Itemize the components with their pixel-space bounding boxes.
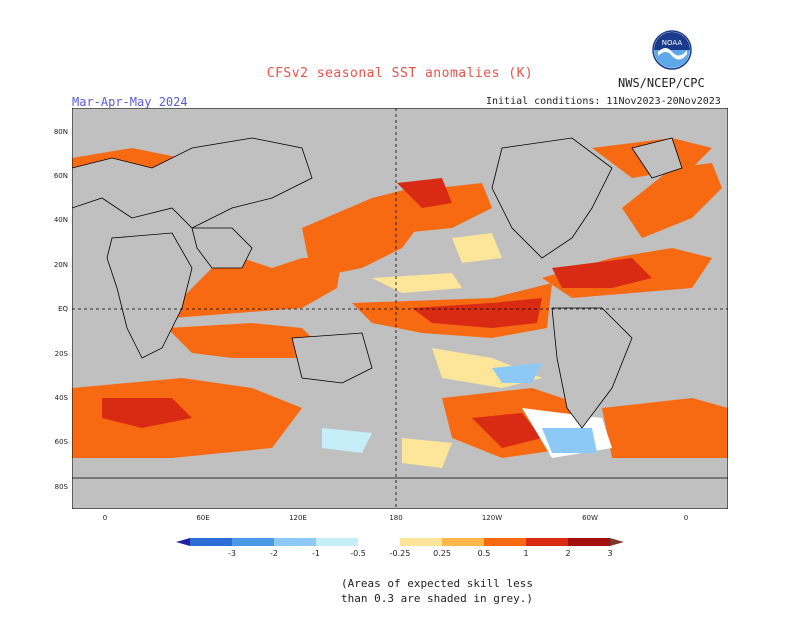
colorbar-segment — [610, 538, 624, 546]
colorbar-segment — [232, 538, 275, 546]
noaa-logo: NOAA — [652, 30, 692, 70]
footnote-line1: (Areas of expected skill less — [340, 577, 534, 590]
lat-label-40n: 40N — [53, 216, 68, 224]
colorbar-segment — [484, 538, 527, 546]
season-label: Mar-Apr-May 2024 — [72, 95, 188, 109]
lon-label-180: 180 — [389, 514, 403, 522]
lon-label-0-east: 0 — [683, 514, 689, 522]
colorbar-label: 2 — [565, 549, 570, 558]
colorbar-label: -0.5 — [350, 549, 366, 558]
colorbar-segment — [316, 538, 359, 546]
agency-label: NWS/NCEP/CPC — [618, 76, 705, 90]
colorbar-label: 0.25 — [433, 549, 451, 558]
cool-anomalies — [322, 363, 612, 458]
lat-label-20s: 20S — [54, 350, 68, 358]
footnote-line2: than 0.3 are shaded in grey.) — [340, 592, 534, 605]
colorbar-segment — [442, 538, 485, 546]
lat-label-80s: 80S — [54, 483, 68, 491]
colorbar-label: -0.25 — [390, 549, 411, 558]
continents — [72, 137, 728, 509]
lon-label-60e: 60E — [196, 514, 210, 522]
lat-label-80n: 80N — [53, 128, 68, 136]
colorbar-segment — [358, 538, 401, 546]
colorbar-label: 3 — [607, 549, 612, 558]
colorbar-label: -1 — [312, 549, 320, 558]
colorbar-segment — [176, 538, 190, 546]
colorbar-label: -3 — [228, 549, 236, 558]
lat-label-60n: 60N — [53, 172, 68, 180]
initial-conditions-label: Initial conditions: 11Nov2023-20Nov2023 — [486, 96, 721, 107]
lat-label-eq: EQ — [58, 305, 68, 313]
lon-label-120w: 120W — [481, 514, 503, 522]
lon-label-60w: 60W — [582, 514, 598, 522]
colorbar-label: 1 — [523, 549, 528, 558]
footnote: (Areas of expected skill less than 0.3 a… — [0, 576, 800, 606]
warm-anomalies — [72, 138, 728, 458]
colorbar: -3 -2 -1 -0.5 -0.25 0.25 0.5 1 2 3 — [176, 538, 624, 558]
colorbar-segment — [568, 538, 611, 546]
lat-label-60s: 60S — [54, 438, 68, 446]
colorbar-segment — [190, 538, 233, 546]
lat-label-40s: 40S — [54, 394, 68, 402]
sst-anomaly-map — [72, 108, 728, 509]
colorbar-label: -2 — [270, 549, 278, 558]
logo-text: NOAA — [662, 39, 683, 47]
colorbar-segment — [526, 538, 569, 546]
colorbar-segment — [400, 538, 443, 546]
colorbar-label: 0.5 — [478, 549, 491, 558]
lat-label-20n: 20N — [53, 261, 68, 269]
lon-label-120e: 120E — [289, 514, 307, 522]
map-title: CFSv2 seasonal SST anomalies (K) — [266, 66, 534, 81]
colorbar-segment — [274, 538, 317, 546]
lon-label-0: 0 — [102, 514, 108, 522]
